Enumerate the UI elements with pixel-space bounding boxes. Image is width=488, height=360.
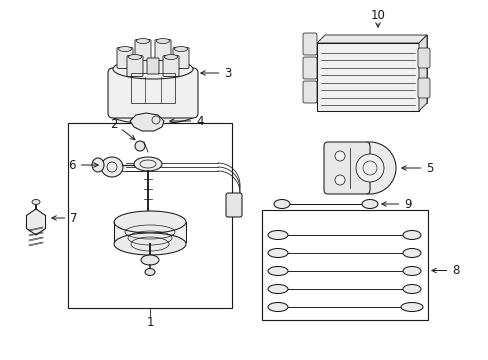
Text: 5: 5: [401, 162, 433, 175]
Text: 9: 9: [381, 198, 411, 211]
Ellipse shape: [145, 269, 155, 275]
FancyBboxPatch shape: [303, 33, 316, 55]
Ellipse shape: [32, 199, 40, 204]
Bar: [68, 123, 231, 308]
Text: 8: 8: [431, 264, 459, 277]
FancyBboxPatch shape: [173, 48, 189, 68]
Ellipse shape: [118, 46, 131, 51]
Bar: [316, 43, 418, 111]
Ellipse shape: [114, 211, 185, 233]
Text: 7: 7: [52, 212, 78, 225]
Ellipse shape: [164, 54, 177, 59]
Ellipse shape: [267, 284, 287, 293]
Polygon shape: [418, 35, 426, 111]
Bar: [131, 73, 175, 103]
Ellipse shape: [128, 54, 141, 59]
Ellipse shape: [92, 158, 104, 172]
Text: 10: 10: [370, 9, 385, 22]
FancyBboxPatch shape: [324, 142, 369, 194]
Ellipse shape: [273, 199, 289, 208]
FancyBboxPatch shape: [303, 81, 316, 103]
FancyBboxPatch shape: [147, 58, 159, 74]
Ellipse shape: [402, 266, 420, 275]
Ellipse shape: [267, 248, 287, 257]
FancyBboxPatch shape: [303, 57, 316, 79]
Ellipse shape: [267, 302, 287, 311]
FancyBboxPatch shape: [127, 55, 142, 77]
Ellipse shape: [334, 151, 345, 161]
FancyBboxPatch shape: [163, 55, 179, 77]
Ellipse shape: [134, 157, 162, 171]
FancyBboxPatch shape: [135, 40, 151, 60]
Text: 4: 4: [169, 114, 203, 127]
FancyBboxPatch shape: [108, 68, 198, 118]
FancyBboxPatch shape: [417, 78, 429, 98]
Ellipse shape: [101, 157, 123, 177]
FancyBboxPatch shape: [417, 48, 429, 68]
Polygon shape: [316, 35, 426, 43]
Ellipse shape: [343, 142, 395, 194]
Ellipse shape: [114, 233, 185, 255]
Polygon shape: [325, 35, 426, 103]
Ellipse shape: [400, 302, 422, 311]
Ellipse shape: [402, 248, 420, 257]
FancyBboxPatch shape: [225, 193, 242, 217]
Ellipse shape: [135, 141, 145, 151]
Ellipse shape: [109, 102, 197, 124]
Text: 2: 2: [110, 117, 118, 131]
Text: 6: 6: [68, 158, 98, 171]
Bar: [262, 210, 427, 320]
Ellipse shape: [136, 39, 149, 44]
Ellipse shape: [402, 230, 420, 239]
Ellipse shape: [355, 154, 383, 182]
Ellipse shape: [267, 230, 287, 239]
Text: 3: 3: [201, 67, 231, 80]
Ellipse shape: [402, 284, 420, 293]
Bar: [114, 220, 185, 242]
Ellipse shape: [113, 59, 193, 79]
Polygon shape: [130, 113, 163, 131]
Ellipse shape: [361, 199, 377, 208]
Text: 1: 1: [146, 315, 153, 328]
FancyBboxPatch shape: [117, 48, 133, 68]
Ellipse shape: [141, 255, 159, 265]
Ellipse shape: [156, 39, 169, 44]
Ellipse shape: [174, 46, 187, 51]
Ellipse shape: [334, 175, 345, 185]
Ellipse shape: [267, 266, 287, 275]
FancyBboxPatch shape: [155, 40, 171, 60]
Polygon shape: [26, 209, 45, 235]
